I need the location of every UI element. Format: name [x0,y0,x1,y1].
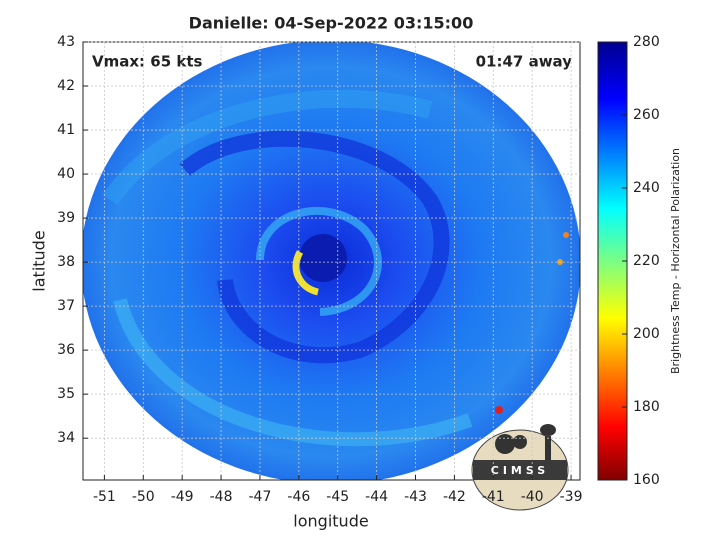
x-tick-label: -45 [326,489,349,505]
colorbar-tick-label: 220 [633,253,660,269]
colorbar-tick-label: 240 [633,180,660,196]
colorbar-label: Brightness Temp - Horizontal Polarizatio… [669,148,682,374]
y-tick-label: 35 [57,386,75,402]
x-tick-label: -48 [210,489,233,505]
y-tick-label: 41 [57,122,75,138]
x-tick-label: -41 [482,489,505,505]
y-tick-label: 39 [57,210,75,226]
x-axis-label: longitude [293,512,368,531]
x-tick-label: -40 [521,489,544,505]
y-tick-label: 38 [57,254,75,270]
x-tick-label: -39 [560,489,583,505]
y-axis-label: latitude [30,230,49,291]
x-tick-label: -43 [404,489,427,505]
x-tick-label: -46 [287,489,310,505]
x-tick-label: -50 [132,489,155,505]
y-tick-label: 43 [57,34,75,50]
annotation: Vmax: 65 kts [92,53,202,71]
colorbar-tick-label: 160 [633,472,660,488]
colorbar-tick-label: 200 [633,326,660,342]
logo-text: CIMSS [491,464,549,477]
y-tick-label: 37 [57,298,75,314]
colorbar-tick-label: 260 [633,107,660,123]
x-tick-label: -44 [365,489,388,505]
x-tick-label: -42 [443,489,466,505]
colorbar-tick-label: 280 [633,34,660,50]
y-tick-label: 36 [57,342,75,358]
annotation: 01:47 away [476,53,573,71]
swath-image [83,42,580,480]
y-tick-label: 40 [57,166,75,182]
x-tick-label: -51 [93,489,116,505]
colorbar-tick-label: 180 [633,399,660,415]
y-tick-label: 42 [57,78,75,94]
chart-title: Danielle: 04-Sep-2022 03:15:00 [189,14,474,33]
logo: CIMSS [471,424,569,511]
x-tick-label: -49 [171,489,194,505]
x-tick-label: -47 [249,489,272,505]
y-tick-label: 34 [57,430,75,446]
